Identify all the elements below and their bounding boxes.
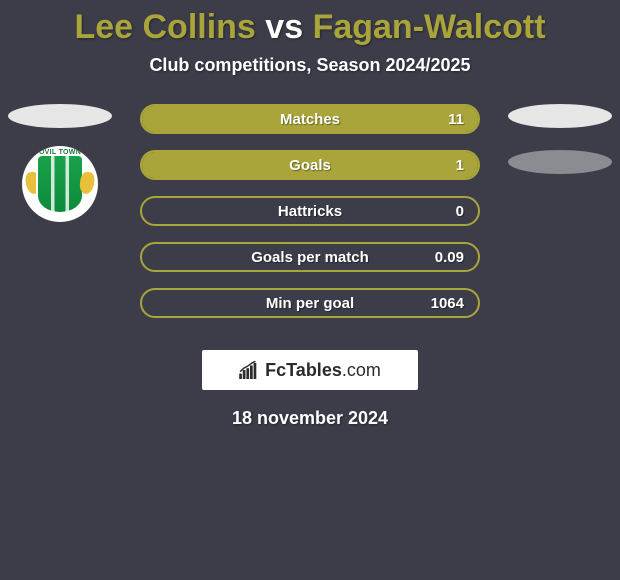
brand-bold: FcTables	[265, 360, 342, 380]
brand-suffix: .com	[342, 360, 381, 380]
stat-label: Hattricks	[278, 203, 342, 220]
stat-row: Goals per match 0.09	[140, 242, 480, 272]
stat-value: 0.09	[435, 249, 464, 266]
stat-row: Goals 1	[140, 150, 480, 180]
subtitle: Club competitions, Season 2024/2025	[0, 55, 620, 76]
player-ellipse-right-2	[508, 150, 612, 174]
stat-label: Min per goal	[266, 295, 354, 312]
stat-label: Goals per match	[251, 249, 369, 266]
badge-stripes	[38, 156, 82, 212]
stat-value: 1064	[431, 295, 464, 312]
page-title: Lee Collins vs Fagan-Walcott	[0, 0, 620, 47]
left-column: OVIL TOWN	[0, 104, 120, 222]
stats-card: Lee Collins vs Fagan-Walcott Club compet…	[0, 0, 620, 580]
right-column	[500, 104, 620, 174]
title-player1: Lee Collins	[74, 8, 255, 46]
brand-box[interactable]: FcTables.com	[202, 350, 418, 390]
stat-label: Goals	[289, 157, 331, 174]
badge-shield-icon	[36, 154, 84, 214]
stat-value: 11	[448, 111, 464, 128]
date-text: 18 november 2024	[0, 408, 620, 429]
stat-row: Matches 11	[140, 104, 480, 134]
club-badge-icon: OVIL TOWN	[22, 146, 98, 222]
stat-value: 1	[456, 157, 464, 174]
player-ellipse-right-1	[508, 104, 612, 128]
title-player2: Fagan-Walcott	[313, 8, 546, 46]
brand-text: FcTables.com	[265, 360, 381, 381]
player-ellipse-left	[8, 104, 112, 128]
stat-label: Matches	[280, 111, 340, 128]
title-vs: vs	[265, 8, 303, 46]
stat-row: Hattricks 0	[140, 196, 480, 226]
stat-value: 0	[456, 203, 464, 220]
stat-bars: Matches 11 Goals 1 Hattricks 0 Goals per match…	[140, 104, 480, 334]
content-area: OVIL TOWN Matches 11 Goals 1 Hattricks 0 Goals…	[0, 104, 620, 334]
stat-row: Min per goal 1064	[140, 288, 480, 318]
bar-chart-icon	[239, 361, 261, 379]
